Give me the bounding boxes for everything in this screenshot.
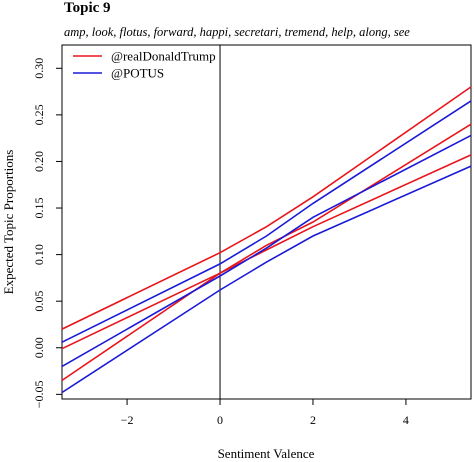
y-axis: −0.05 0.00 0.05 0.10 0.15 0.20 0.25 0.30	[32, 58, 62, 408]
series-potus-upper-bound-line	[61, 100, 472, 343]
x-tick-label: −2	[121, 413, 134, 427]
series-realdonaldtrump-upper-bound-line	[61, 86, 472, 330]
x-tick-label: 0	[217, 413, 223, 427]
series-potus-estimate-line	[61, 134, 472, 368]
y-tick-label: 0.15	[32, 198, 46, 219]
y-tick-label: 0.30	[32, 58, 46, 79]
legend-label-realdonaldtrump: @realDonaldTrump	[111, 49, 216, 64]
legend-label-potus: @POTUS	[111, 66, 164, 81]
chart-subtitle: amp, look, flotus, forward, happi, secre…	[64, 25, 410, 39]
y-tick-label: 0.10	[32, 244, 46, 265]
y-tick-label: 0.00	[32, 337, 46, 358]
x-tick-label: 2	[310, 413, 316, 427]
y-tick-label: 0.25	[32, 104, 46, 125]
legend: @realDonaldTrump @POTUS	[73, 49, 216, 81]
series-realdonaldtrump-lower-bound-line	[61, 154, 472, 350]
plot-frame	[61, 44, 472, 400]
y-axis-label: Expected Topic Proportions	[1, 150, 16, 295]
y-tick-label: 0.05	[32, 291, 46, 312]
y-tick-label: −0.05	[32, 380, 46, 408]
series-realdonaldtrump-estimate-line	[61, 123, 472, 382]
series-potus-lower-bound-line	[61, 165, 472, 394]
x-axis: −2 0 2 4	[121, 399, 409, 427]
x-axis-label: Sentiment Valence	[218, 446, 315, 461]
chart-title: Topic 9	[64, 0, 111, 16]
y-tick-label: 0.20	[32, 151, 46, 172]
series-group	[61, 86, 472, 394]
x-tick-label: 4	[403, 413, 409, 427]
